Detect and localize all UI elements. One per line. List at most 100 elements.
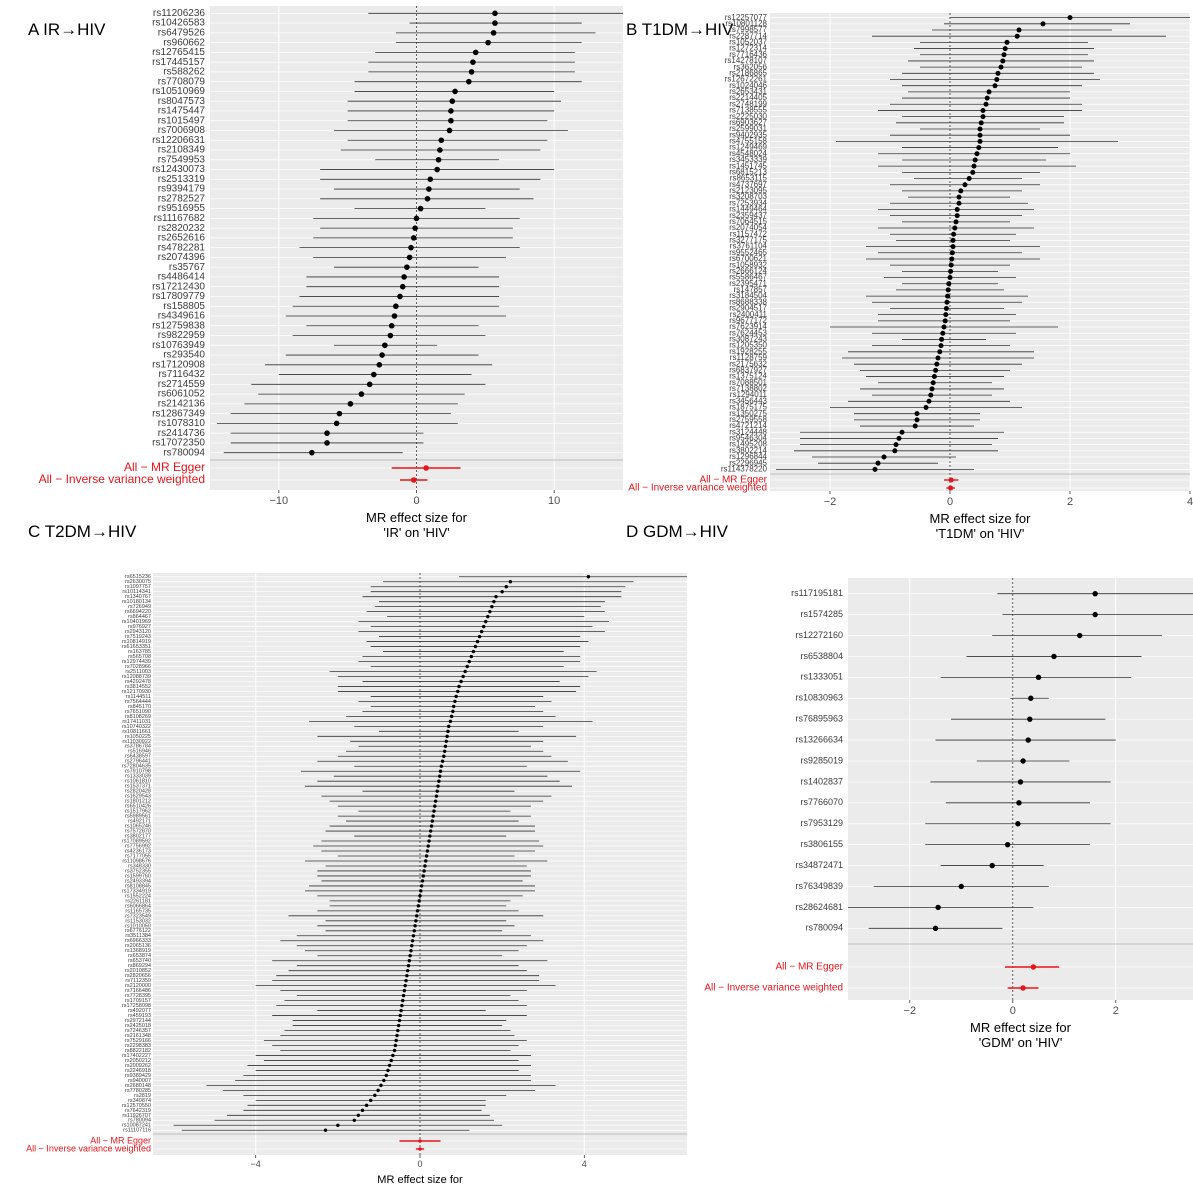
effect-point — [379, 1084, 382, 1087]
effect-point — [453, 700, 456, 703]
effect-point — [981, 114, 986, 119]
effect-point — [948, 269, 953, 274]
snp-label: rs9285019 — [800, 755, 843, 765]
effect-point — [427, 839, 430, 842]
effect-point — [1015, 821, 1020, 826]
effect-point — [955, 213, 960, 218]
effect-point — [1077, 633, 1082, 638]
effect-point — [429, 829, 432, 832]
effect-point — [385, 1074, 388, 1077]
effect-point — [940, 331, 945, 336]
effect-point — [407, 255, 413, 261]
effect-point — [376, 1089, 379, 1092]
effect-point — [417, 899, 420, 902]
effect-point — [422, 869, 425, 872]
effect-point — [425, 196, 431, 202]
effect-point — [1015, 34, 1020, 39]
effect-point — [423, 864, 426, 867]
effect-point — [415, 914, 418, 917]
effect-point — [324, 430, 330, 436]
effect-point — [978, 127, 983, 132]
effect-point — [469, 69, 475, 75]
effect-point — [394, 1044, 397, 1047]
effect-point — [309, 450, 315, 456]
effect-point — [393, 1049, 396, 1052]
effect-point — [446, 730, 449, 733]
effect-point — [434, 167, 440, 173]
effect-point — [943, 318, 948, 323]
effect-point — [434, 799, 437, 802]
effect-point — [942, 325, 947, 330]
effect-point — [393, 303, 399, 309]
x-tick-label: 0 — [417, 1159, 422, 1169]
effect-point — [436, 157, 442, 163]
effect-point — [450, 715, 453, 718]
x-tick-label: −2 — [824, 496, 837, 508]
snp-label: rs1402837 — [800, 776, 843, 786]
effect-point — [963, 182, 968, 187]
effect-point — [967, 176, 972, 181]
effect-point — [419, 889, 422, 892]
effect-point — [365, 1104, 368, 1107]
effect-point — [996, 71, 1001, 76]
effect-point — [490, 605, 493, 608]
effect-point — [420, 884, 423, 887]
effect-point — [413, 929, 416, 932]
ivw-label: All − Inverse variance weighted — [704, 983, 843, 994]
effect-point — [334, 421, 340, 427]
effect-point — [976, 145, 981, 150]
effect-point — [426, 849, 429, 852]
snp-label: rs114378220 — [721, 464, 768, 473]
snp-label: rs7953129 — [800, 818, 843, 828]
snp-label: rs13266634 — [795, 734, 843, 744]
effect-point — [404, 979, 407, 982]
snp-label: rs34872471 — [795, 860, 843, 870]
effect-point — [892, 448, 897, 453]
effect-point — [417, 904, 420, 907]
effect-point — [436, 789, 439, 792]
effect-point — [951, 238, 956, 243]
effect-point — [915, 411, 920, 416]
effect-point — [436, 784, 439, 787]
snp-label: rs76349839 — [795, 881, 843, 891]
effect-point — [486, 615, 489, 618]
effect-point — [945, 300, 950, 305]
effect-point — [452, 89, 458, 95]
effect-point — [587, 575, 590, 578]
effect-point — [958, 188, 963, 193]
effect-point — [470, 59, 476, 65]
effect-point — [461, 675, 464, 678]
effect-point — [951, 232, 956, 237]
effect-point — [945, 294, 950, 299]
x-tick-label: 4 — [1187, 496, 1193, 508]
effect-point — [984, 102, 989, 107]
effect-point — [939, 343, 944, 348]
effect-point — [367, 382, 373, 388]
effect-point — [949, 256, 954, 261]
snp-label: rs780094 — [805, 923, 843, 933]
effect-point — [943, 312, 948, 317]
x-axis-title: MR effect size for — [970, 1020, 1072, 1035]
effect-point — [979, 120, 984, 125]
effect-point — [981, 108, 986, 113]
effect-point — [924, 405, 929, 410]
effect-point — [451, 710, 454, 713]
effect-point — [424, 859, 427, 862]
summary-point — [423, 465, 429, 471]
summary-point — [1020, 985, 1025, 990]
effect-point — [480, 630, 483, 633]
effect-point — [392, 313, 398, 319]
x-axis-title: MR effect size for — [930, 511, 1032, 526]
effect-point — [454, 695, 457, 698]
effect-point — [970, 170, 975, 175]
effect-point — [466, 79, 472, 85]
effect-point — [931, 380, 936, 385]
effect-point — [430, 824, 433, 827]
effect-point — [928, 393, 933, 398]
effect-point — [425, 854, 428, 857]
effect-point — [985, 96, 990, 101]
snp-label: rs6538804 — [800, 651, 843, 661]
summary-point — [418, 1139, 421, 1142]
summary-point — [411, 477, 417, 483]
effect-point — [915, 417, 920, 422]
